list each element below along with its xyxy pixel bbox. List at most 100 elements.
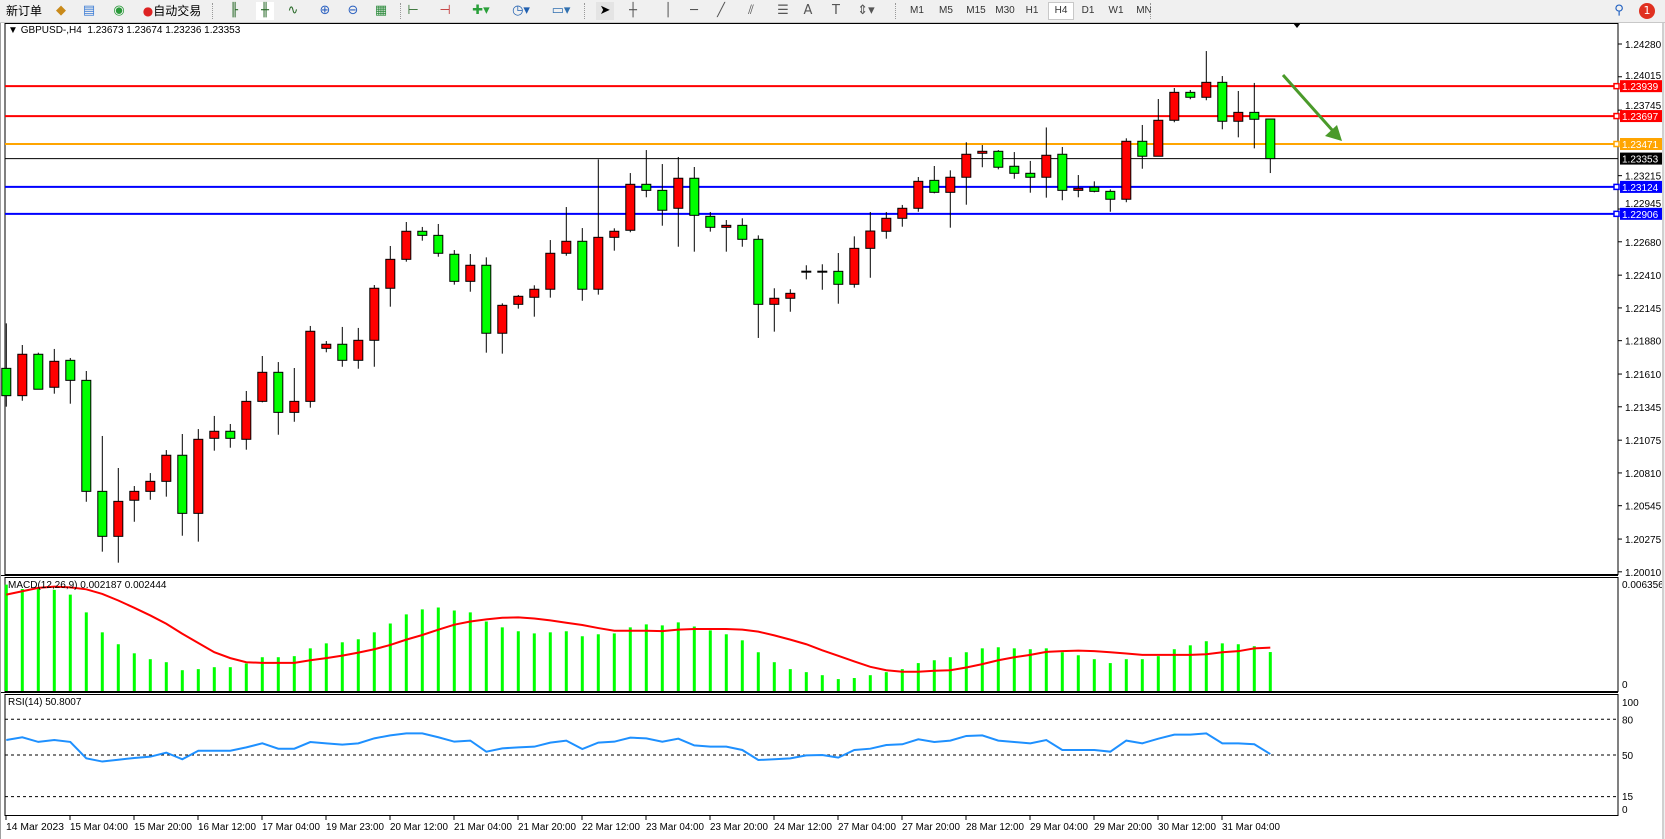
candle-bullish (289, 400, 300, 413)
candle-bullish (913, 180, 924, 209)
level-price-tag (1620, 207, 1664, 220)
candle-bullish (161, 454, 172, 482)
cursor-icon[interactable]: ➤ (596, 2, 614, 20)
time-tick-label: 30 Mar 12:00 (1158, 822, 1216, 833)
trend-arrow-shaft[interactable] (1281, 74, 1335, 132)
candle-bearish (1217, 81, 1228, 122)
chart-canvas[interactable]: 1.24280 1.24015 1.23745 1.23215 1.22945 1.226… (1, 23, 1664, 839)
candle-bearish (833, 270, 844, 285)
new-order-button[interactable]: 新订单 (2, 2, 46, 20)
price-tick-label: 1.22410 (1625, 271, 1662, 282)
toolbar-separator (584, 3, 586, 19)
candle-bearish (929, 179, 940, 193)
toolbar-separator (1150, 3, 1152, 19)
price-tick-label: 1.22680 (1625, 238, 1662, 249)
candle-bearish (705, 215, 716, 228)
candle-bullish (1121, 140, 1132, 200)
timeframe-m30[interactable]: M30 (995, 5, 1015, 16)
timeframe-m15[interactable]: M15 (966, 5, 986, 16)
trend-arrow-head-icon[interactable] (1325, 125, 1342, 141)
time-tick-label: 27 Mar 20:00 (902, 822, 960, 833)
candlestick-icon[interactable]: ╫ (256, 2, 274, 20)
collapse-triangle-icon[interactable]: ▼ (8, 25, 21, 36)
price-tick-label: 1.21880 (1625, 337, 1662, 348)
candle-bearish (641, 183, 652, 191)
current-price-tag-text: 1.23353 (1622, 155, 1659, 166)
candle-bearish (449, 253, 460, 282)
candle-bullish (145, 480, 156, 492)
candle-bearish (177, 454, 188, 514)
text-label-icon[interactable]: T (832, 3, 840, 18)
candle-bearish (1265, 118, 1276, 160)
price-tick-label: 1.20545 (1625, 502, 1662, 513)
crosshair-icon[interactable]: ┼ (629, 3, 637, 18)
arrows-icon[interactable]: ⇕▾ (857, 3, 875, 18)
equidistant-channel-icon[interactable]: ⫽ (748, 3, 754, 18)
line-chart-icon[interactable]: ∿ (287, 3, 299, 18)
candle-bullish (625, 183, 636, 231)
market-watch-icon[interactable]: ◆ (56, 3, 66, 18)
vertical-line-icon[interactable]: │ (664, 3, 672, 18)
rsi-axis-label: 80 (1622, 715, 1634, 726)
time-tick-label: 27 Mar 04:00 (838, 822, 896, 833)
price-tick-label: 1.23745 (1625, 101, 1662, 112)
toolbar-separator (400, 3, 402, 19)
candle-bearish (1249, 111, 1260, 120)
candle-bullish (385, 258, 396, 289)
timeframe-m1[interactable]: M1 (910, 5, 924, 16)
chart-window[interactable]: 1.24280 1.24015 1.23745 1.23215 1.22945 1.226… (0, 23, 1664, 839)
candle-bearish (225, 430, 236, 439)
level-handle[interactable] (1613, 82, 1620, 90)
macd-axis-label: 0 (1622, 680, 1628, 691)
horizontal-line-icon[interactable]: ─ (690, 3, 698, 18)
candle-bullish (961, 153, 972, 178)
data-window-icon[interactable]: ▤ (82, 3, 96, 18)
search-icon[interactable]: ⚲ (1614, 3, 1624, 18)
price-tick-label: 1.24015 (1625, 71, 1662, 82)
zoom-out-icon[interactable]: ⊖ (347, 3, 359, 18)
notifications-icon[interactable]: 1 (1634, 2, 1660, 20)
timeframe-d1[interactable]: D1 (1081, 5, 1095, 16)
auto-trading-button[interactable]: ●自动交易 (136, 2, 208, 20)
chart-shift-icon[interactable]: ⊢ (407, 3, 419, 18)
level-handle[interactable] (1613, 140, 1620, 148)
navigator-icon[interactable]: ◉ (113, 3, 125, 18)
price-tick-label: 1.20810 (1625, 469, 1662, 480)
zoom-in-icon[interactable]: ⊕ (319, 3, 331, 18)
candle-bearish (65, 359, 76, 381)
candle-bullish (865, 230, 876, 249)
periods-icon[interactable]: ◷▾ (512, 3, 530, 18)
timeframe-mn[interactable]: MN (1136, 5, 1152, 16)
rsi-axis-label: 15 (1622, 792, 1634, 803)
indicators-icon[interactable]: ✚▾ (472, 3, 490, 18)
level-price-tag-text: 1.23471 (1622, 140, 1659, 151)
fibonacci-icon[interactable]: ☰ (777, 3, 789, 18)
timeframe-m5[interactable]: M5 (939, 5, 953, 16)
trendline-icon[interactable]: ╱ (717, 3, 725, 18)
chart-shift-marker-icon[interactable] (1293, 23, 1301, 28)
auto-trading-label: 自动交易 (153, 4, 202, 18)
time-tick-label: 31 Mar 04:00 (1222, 822, 1280, 833)
level-handle[interactable] (1613, 183, 1620, 191)
level-price-tag (1620, 80, 1664, 93)
candle-bearish (81, 379, 92, 492)
candle-bullish (193, 438, 204, 514)
timeframe-h1[interactable]: H1 (1025, 5, 1039, 16)
level-handle[interactable] (1613, 112, 1620, 120)
level-handle[interactable] (1613, 210, 1620, 218)
candle-bullish (513, 295, 524, 305)
text-icon[interactable]: A (803, 3, 813, 18)
candle-bearish (753, 238, 764, 305)
candle-bearish (689, 177, 700, 216)
candle-bullish (673, 177, 684, 209)
tile-windows-icon[interactable]: ▦ (374, 3, 388, 18)
timeframe-h4[interactable]: H4 (1048, 2, 1074, 20)
bar-chart-icon[interactable]: ╟ (230, 3, 238, 18)
auto-trading-icon: ● (142, 4, 154, 18)
candle-bullish (241, 400, 252, 440)
autoscroll-icon[interactable]: ⊣ (439, 3, 451, 18)
timeframe-w1[interactable]: W1 (1108, 5, 1124, 16)
time-tick-label: 15 Mar 04:00 (70, 822, 128, 833)
templates-icon[interactable]: ▭▾ (551, 3, 571, 18)
time-tick-label: 15 Mar 20:00 (134, 822, 192, 833)
